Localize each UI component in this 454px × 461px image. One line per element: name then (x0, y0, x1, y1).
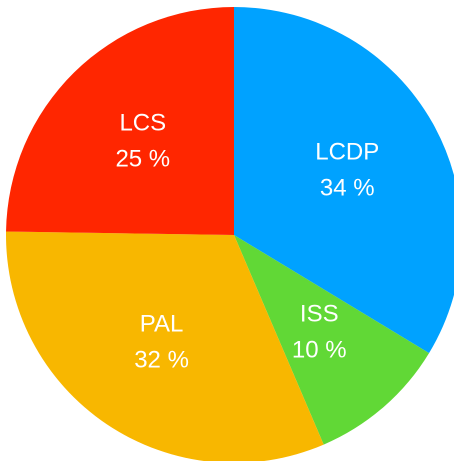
pie-slice (234, 7, 454, 354)
slice-label: ISS (300, 300, 339, 327)
slice-label: LCDP (315, 139, 379, 166)
slice-value-label: 10 % (292, 336, 347, 363)
slice-label: LCS (119, 110, 166, 137)
pie-slice (234, 235, 430, 445)
slice-value-label: 34 % (320, 175, 375, 202)
slice-value-label: 32 % (134, 346, 189, 373)
slice-label: PAL (140, 310, 184, 337)
pie-slice (6, 231, 324, 461)
slice-value-label: 25 % (115, 146, 170, 173)
pie-slice (6, 7, 235, 235)
